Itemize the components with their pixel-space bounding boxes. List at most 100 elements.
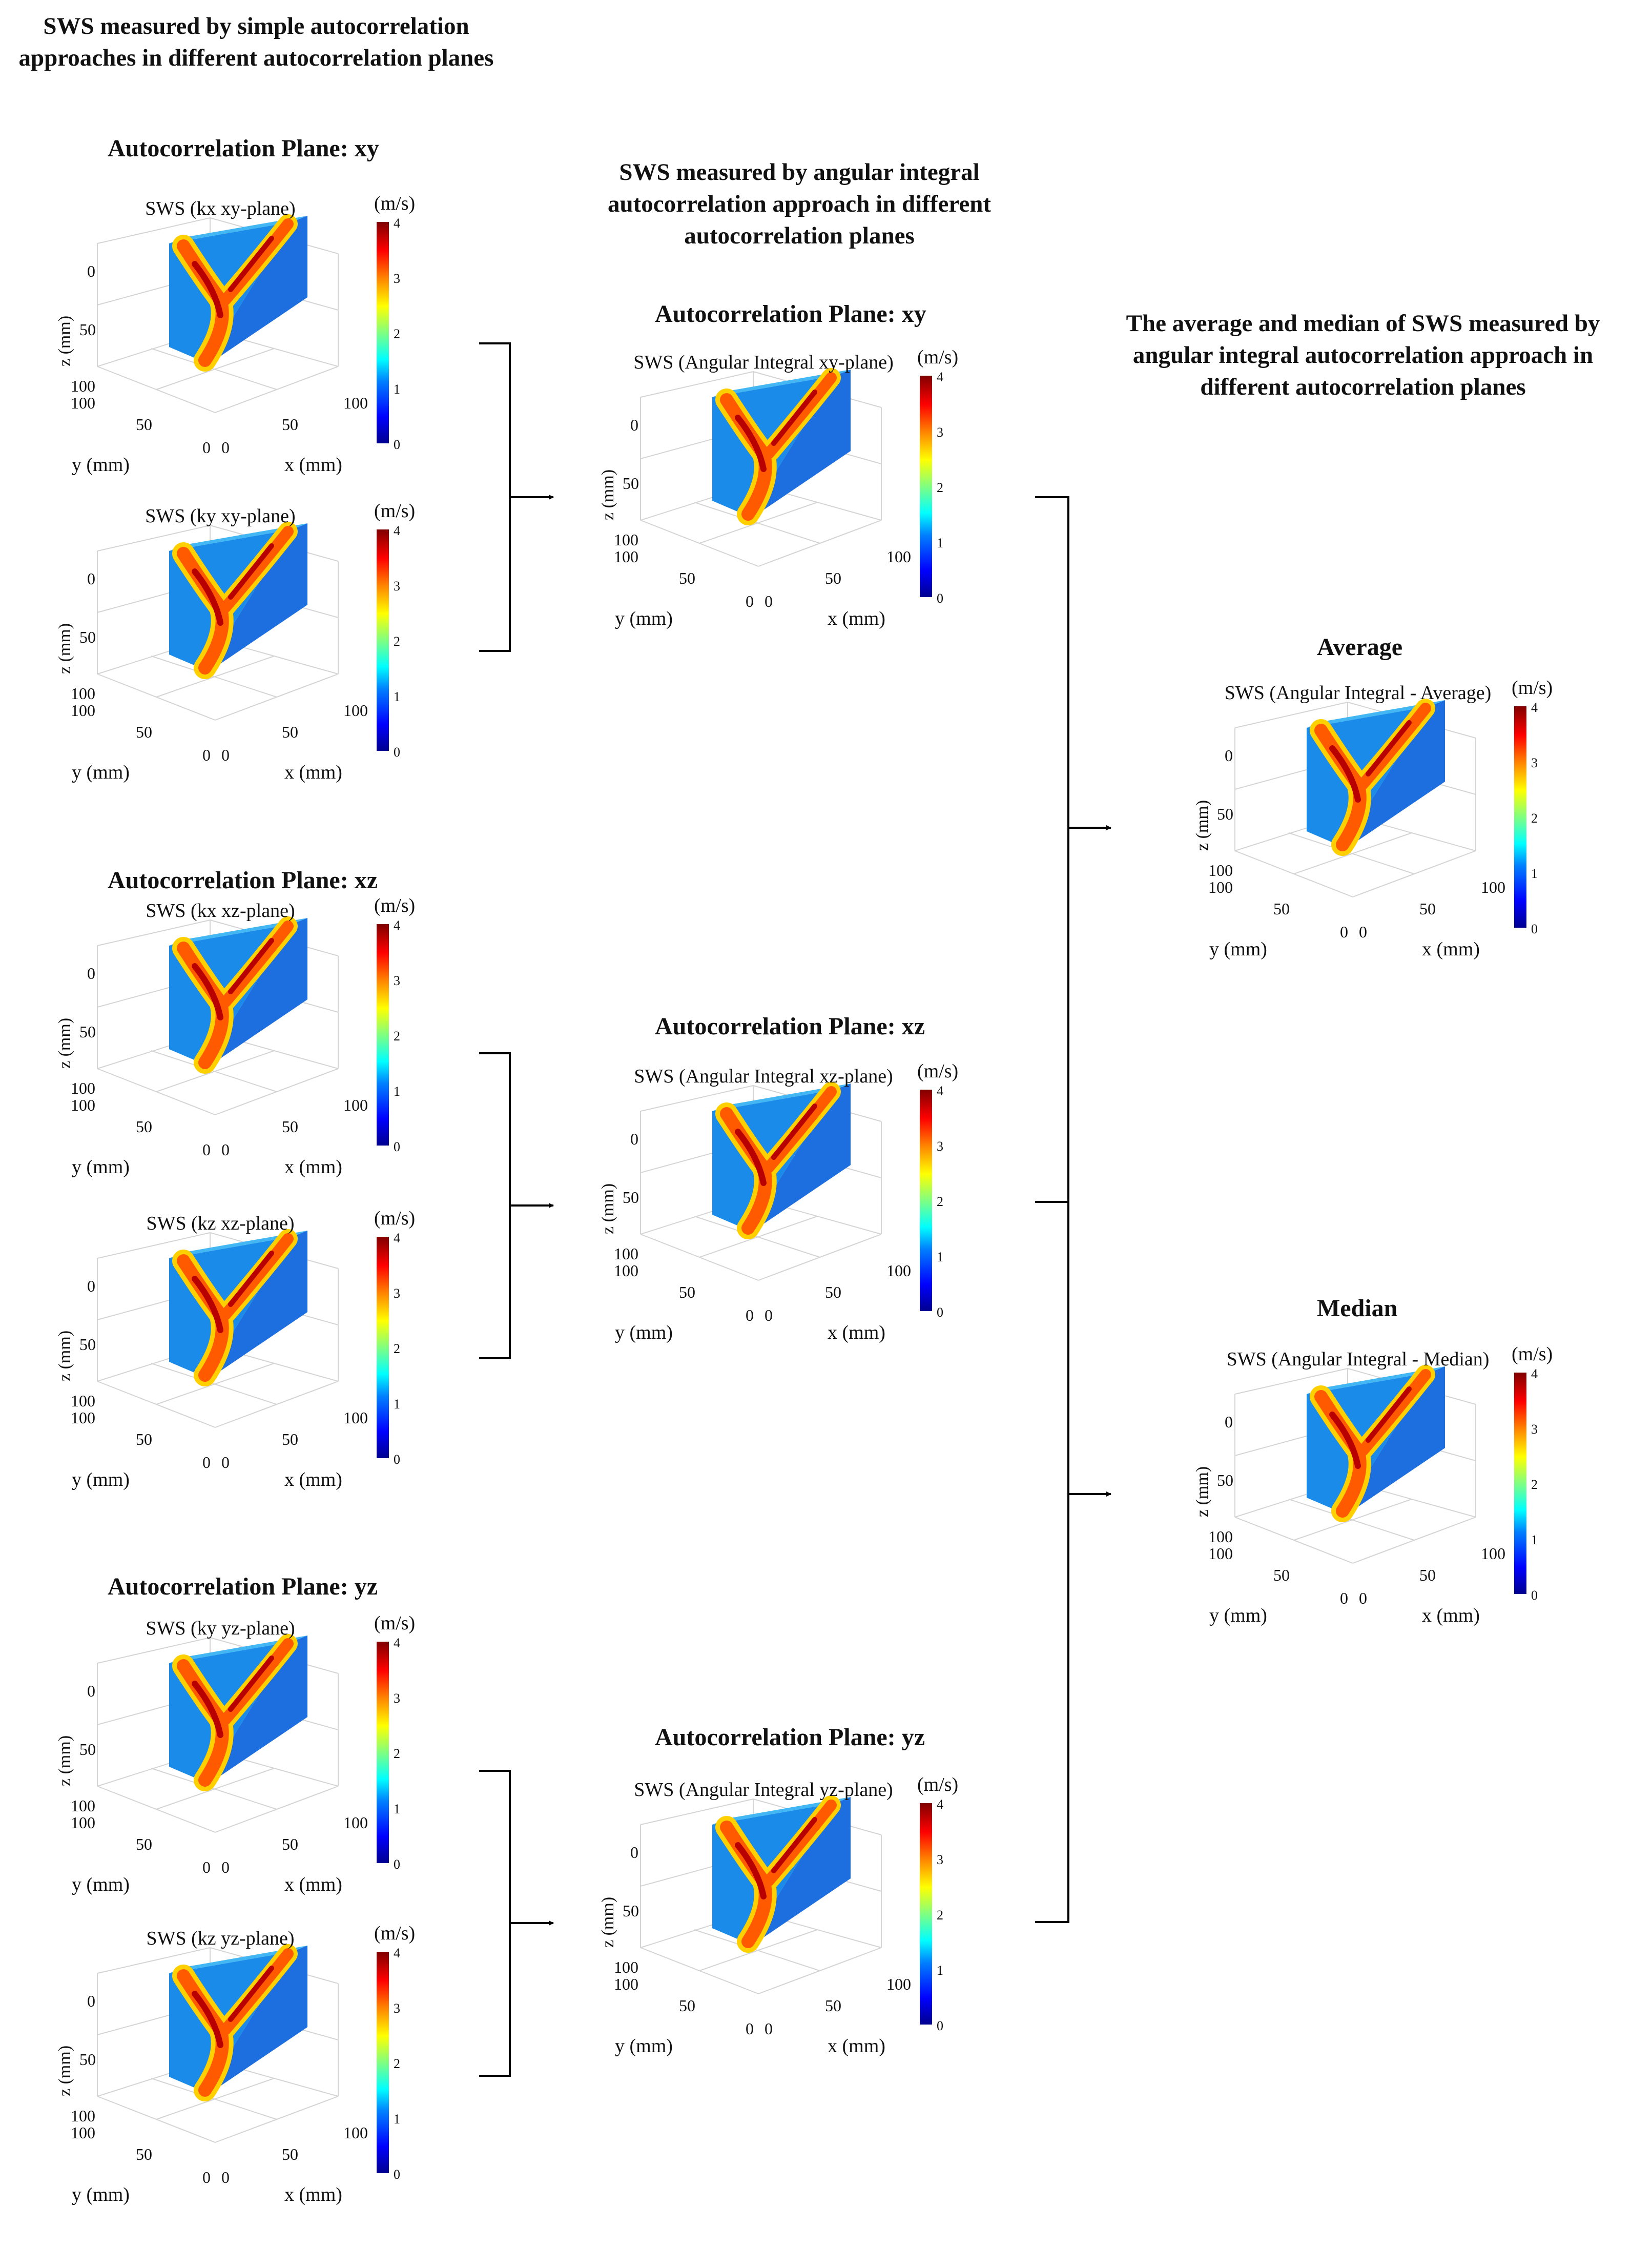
cbar-tick-4: 4 <box>1531 1366 1538 1381</box>
cbar-tick-1: 1 <box>394 2112 400 2127</box>
vessel-stroke-3 <box>220 921 294 1008</box>
vessel-stroke-4 <box>192 963 223 1020</box>
y-tick-0: 0 <box>746 592 754 610</box>
vessel-stroke-5 <box>1366 1386 1412 1443</box>
cbar-tick-0: 0 <box>937 591 943 606</box>
cbar-tick-3: 3 <box>394 271 400 286</box>
y-axis-label: y (mm) <box>72 1469 130 1490</box>
z-tick-50: 50 <box>623 474 639 493</box>
z-tick-100: 100 <box>1208 861 1233 880</box>
vessel-stroke-3 <box>763 372 837 459</box>
vessel-stroke-3 <box>220 1638 294 1725</box>
cbar-tick-2: 2 <box>394 634 400 649</box>
middle-section-title: SWS measured by angular integral autocor… <box>607 159 992 249</box>
x-tick-0: 0 <box>765 1306 773 1324</box>
volume-top-face <box>1307 700 1445 728</box>
z-tick-0: 0 <box>630 416 638 434</box>
cbar-tick-4: 4 <box>394 918 400 933</box>
z-tick-100: 100 <box>614 1958 638 1976</box>
x-axis-label: x (mm) <box>284 454 342 476</box>
volume-top-face <box>712 1797 851 1825</box>
z-tick-0: 0 <box>1225 746 1233 765</box>
z-axis-label: z (mm) <box>55 1330 74 1381</box>
x-tick-100: 100 <box>343 1408 368 1427</box>
y-tick-50: 50 <box>136 1430 152 1448</box>
y-tick-0: 0 <box>202 1140 211 1159</box>
cbar-tick-3: 3 <box>394 1286 400 1301</box>
volume-top-face <box>169 1231 307 1258</box>
y-tick-100: 100 <box>1208 1544 1233 1563</box>
x-tick-50: 50 <box>282 1117 298 1136</box>
x-axis-label: x (mm) <box>828 2035 885 2057</box>
x-tick-0: 0 <box>1359 923 1367 941</box>
plot-ai-med: SWS (Angular Integral - Median) (m/s) 4 … <box>1189 1343 1599 1666</box>
x-tick-0: 0 <box>1359 1589 1367 1607</box>
cbar-tick-4: 4 <box>394 1946 400 1960</box>
y-axis-label: y (mm) <box>72 1874 130 1895</box>
right-section-title: The average and median of SWS measured b… <box>1126 310 1600 400</box>
x-tick-100: 100 <box>343 2123 368 2142</box>
y-tick-0: 0 <box>202 438 211 457</box>
cbar-tick-2: 2 <box>394 1746 400 1761</box>
x-tick-0: 0 <box>221 438 230 457</box>
median-heading: Median <box>1317 1295 1398 1322</box>
z-tick-100: 100 <box>614 1244 638 1263</box>
y-tick-50: 50 <box>136 415 152 434</box>
x-tick-100: 100 <box>343 1096 368 1114</box>
colorbar <box>920 1803 932 2025</box>
y-axis-label: y (mm) <box>72 454 130 476</box>
cbar-tick-3: 3 <box>937 1852 943 1867</box>
x-tick-50: 50 <box>825 1996 841 2015</box>
cbar-tick-0: 0 <box>1531 1588 1538 1603</box>
volume-top-face <box>1307 1366 1445 1394</box>
colorbar-unit: (m/s) <box>1512 677 1553 699</box>
plot-title: SWS (Angular Integral - Median) <box>1226 1348 1490 1370</box>
z-tick-0: 0 <box>630 1843 638 1862</box>
volume-top-face <box>169 918 307 946</box>
vessel-stroke-3 <box>220 218 294 305</box>
vessel-stroke-4 <box>192 261 223 318</box>
x-tick-0: 0 <box>765 2019 773 2038</box>
colorbar-unit: (m/s) <box>374 1612 416 1634</box>
plot-ky-xy: SWS (ky xy-plane) (m/s) 4 3 2 1 0 z (mm)… <box>51 500 461 823</box>
x-tick-50: 50 <box>1419 1566 1436 1584</box>
y-tick-100: 100 <box>71 2123 95 2142</box>
x-tick-100: 100 <box>343 701 368 720</box>
z-tick-100: 100 <box>71 377 95 395</box>
volume-top-face <box>712 1084 851 1111</box>
vessel-stroke-5 <box>771 1103 817 1160</box>
bracket-yz <box>479 1770 511 2077</box>
z-tick-0: 0 <box>87 1682 95 1700</box>
x-tick-50: 50 <box>282 723 298 741</box>
cbar-tick-3: 3 <box>1531 755 1538 770</box>
y-tick-0: 0 <box>746 1306 754 1324</box>
cbar-tick-1: 1 <box>1531 866 1538 881</box>
z-tick-0: 0 <box>87 569 95 588</box>
colorbar <box>377 924 389 1146</box>
y-tick-50: 50 <box>1273 1566 1290 1584</box>
vessel-stroke-3 <box>220 526 294 613</box>
z-tick-50: 50 <box>1217 805 1233 823</box>
vessel-stroke-5 <box>228 236 274 292</box>
x-tick-0: 0 <box>221 2168 230 2186</box>
y-axis-label: y (mm) <box>72 762 130 783</box>
y-tick-50: 50 <box>679 1996 695 2015</box>
cbar-tick-4: 4 <box>937 370 943 384</box>
colorbar-unit: (m/s) <box>374 895 416 916</box>
vessel-stroke-5 <box>228 1966 274 2022</box>
plot-ai-xz: SWS (Angular Integral xz-plane) (m/s) 4 … <box>594 1060 1004 1383</box>
x-tick-50: 50 <box>282 1430 298 1448</box>
x-tick-0: 0 <box>221 1453 230 1472</box>
cbar-tick-0: 0 <box>394 437 400 452</box>
y-tick-0: 0 <box>202 1858 211 1876</box>
volume-top-face <box>169 523 307 551</box>
z-tick-0: 0 <box>87 262 95 280</box>
x-axis-label: x (mm) <box>284 1156 342 1178</box>
colorbar <box>920 376 932 597</box>
z-tick-50: 50 <box>79 1740 96 1759</box>
y-axis-label: y (mm) <box>615 2035 673 2057</box>
z-axis-label: z (mm) <box>55 2045 74 2096</box>
colorbar <box>377 529 389 751</box>
y-tick-0: 0 <box>202 2168 211 2186</box>
y-tick-50: 50 <box>136 723 152 741</box>
